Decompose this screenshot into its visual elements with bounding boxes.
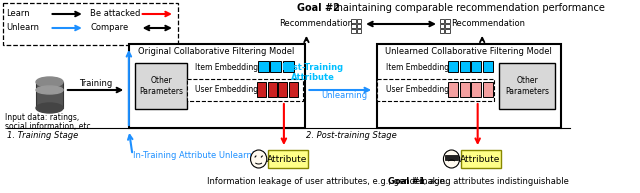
Bar <box>445 155 458 160</box>
Bar <box>448 82 458 97</box>
Bar <box>461 150 501 168</box>
Bar <box>499 63 555 109</box>
Text: Post-Training: Post-Training <box>282 63 344 73</box>
Bar <box>483 61 493 72</box>
Text: Attribute: Attribute <box>291 74 335 82</box>
Text: Information leakage of user attributes, e.g., gender, age.: Information leakage of user attributes, … <box>207 178 447 186</box>
Text: Unlearn: Unlearn <box>6 24 39 32</box>
Text: Unlearned Collaborative Filtering Model: Unlearned Collaborative Filtering Model <box>385 47 552 57</box>
Text: Training: Training <box>79 80 112 89</box>
Bar <box>283 61 294 72</box>
Bar <box>258 61 269 72</box>
Text: Learn: Learn <box>6 9 30 19</box>
Bar <box>460 82 470 97</box>
Text: Item Embedding: Item Embedding <box>195 63 258 71</box>
Bar <box>268 82 276 97</box>
Text: User Embedding: User Embedding <box>386 85 449 95</box>
Text: : making attributes indistinguishable: : making attributes indistinguishable <box>413 178 568 186</box>
Text: : maintaining comparable recommendation performance: : maintaining comparable recommendation … <box>327 3 605 13</box>
Bar <box>460 61 470 72</box>
Bar <box>440 24 444 28</box>
Circle shape <box>250 150 267 168</box>
Text: Goal #1: Goal #1 <box>388 178 424 186</box>
Text: 1. Training Stage: 1. Training Stage <box>7 131 79 141</box>
Bar <box>445 24 450 28</box>
Bar <box>188 79 303 101</box>
Bar <box>268 150 308 168</box>
Bar <box>36 82 63 108</box>
Ellipse shape <box>36 77 63 87</box>
Text: User Embedding: User Embedding <box>195 85 258 95</box>
Text: Item Embedding: Item Embedding <box>386 63 449 71</box>
Text: Attribute: Attribute <box>268 155 308 163</box>
Text: Other
Parameters: Other Parameters <box>140 76 183 96</box>
Text: social information, etc.: social information, etc. <box>4 122 93 130</box>
Ellipse shape <box>36 86 63 94</box>
Bar <box>445 19 450 23</box>
Bar <box>377 79 494 101</box>
Text: Goal #2: Goal #2 <box>298 3 340 13</box>
Bar <box>471 61 481 72</box>
Text: Recommendation: Recommendation <box>280 19 353 29</box>
Text: Compare: Compare <box>90 24 129 32</box>
Bar <box>351 24 356 28</box>
Bar <box>351 19 356 23</box>
Bar <box>351 29 356 33</box>
Bar <box>135 63 188 109</box>
Bar <box>440 19 444 23</box>
Text: Original Collaborative Filtering Model: Original Collaborative Filtering Model <box>138 47 294 57</box>
Ellipse shape <box>36 103 63 113</box>
Bar <box>448 61 458 72</box>
Text: In-Training Attribute Unlearning: In-Training Attribute Unlearning <box>133 151 266 159</box>
Text: Unlearning: Unlearning <box>321 91 367 101</box>
Text: Recommendation: Recommendation <box>452 19 525 29</box>
Circle shape <box>444 150 460 168</box>
Bar <box>278 82 287 97</box>
Text: Be attacked: Be attacked <box>90 9 141 19</box>
Text: Input data: ratings,: Input data: ratings, <box>4 113 79 123</box>
Text: 2. Post-training Stage: 2. Post-training Stage <box>307 131 397 141</box>
Bar <box>357 24 362 28</box>
Bar <box>270 61 281 72</box>
Bar <box>377 44 561 128</box>
Text: Attribute: Attribute <box>460 155 500 163</box>
Text: Other
Parameters: Other Parameters <box>505 76 549 96</box>
Bar <box>445 29 450 33</box>
Bar <box>471 82 481 97</box>
Bar <box>483 82 493 97</box>
Bar <box>289 82 298 97</box>
Bar <box>357 29 362 33</box>
Bar <box>357 19 362 23</box>
Bar <box>440 29 444 33</box>
Bar <box>129 44 305 128</box>
Bar <box>3 3 179 45</box>
Bar <box>257 82 266 97</box>
